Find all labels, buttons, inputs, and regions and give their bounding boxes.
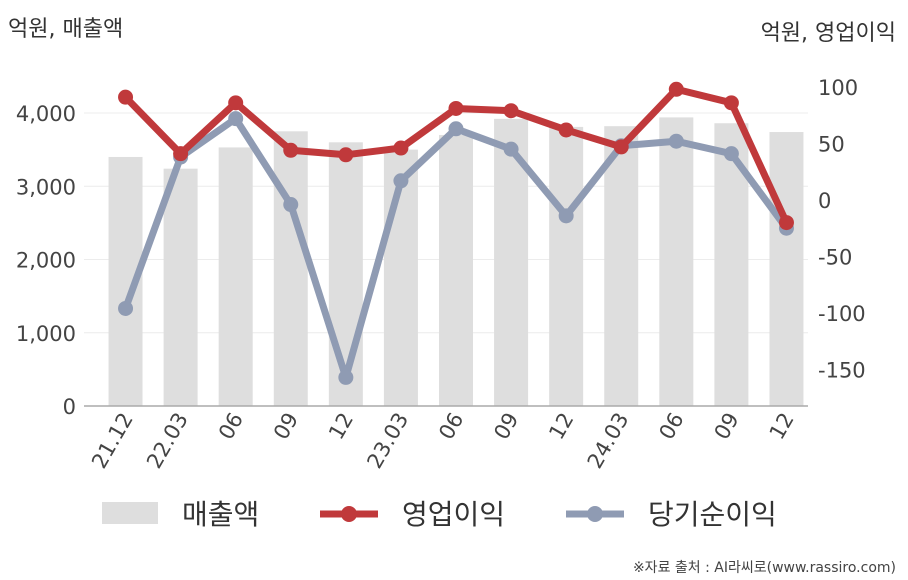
legend-marker-operating-profit — [341, 506, 357, 522]
legend: 매출액 영업이익 당기순이익 — [102, 498, 777, 531]
legend-marker-net-income — [587, 506, 603, 522]
right-tick-label: 100 — [818, 76, 858, 100]
legend-label-revenue: 매출액 — [182, 498, 259, 531]
left-tick-label: 2,000 — [16, 249, 76, 273]
x-tick-label: 06 — [654, 409, 688, 444]
right-axis-ticks: -150 -100 -50 0 50 100 — [818, 76, 866, 383]
bar-revenue — [328, 142, 363, 407]
x-tick-label: 09 — [269, 409, 303, 444]
point-operating-profit — [723, 95, 739, 111]
x-tick-label: 06 — [434, 409, 468, 444]
point-operating-profit — [338, 147, 354, 163]
point-operating-profit — [448, 100, 464, 116]
left-tick-label: 0 — [63, 395, 76, 419]
x-tick-label: 12 — [324, 409, 358, 444]
point-net-income — [393, 173, 409, 189]
x-tick-label: 06 — [214, 409, 248, 444]
left-axis-title: 억원, 매출액 — [8, 17, 123, 42]
point-operating-profit — [173, 146, 189, 162]
point-operating-profit — [393, 140, 409, 156]
point-net-income — [283, 197, 299, 213]
legend-label-net-income: 당기순이익 — [648, 498, 777, 531]
point-net-income — [723, 146, 739, 162]
legend-label-operating-profit: 영업이익 — [402, 498, 505, 531]
point-net-income — [448, 121, 464, 137]
bar-revenue — [218, 147, 253, 407]
left-axis-ticks: 0 1,000 2,000 3,000 4,000 — [16, 102, 76, 419]
bar-revenue — [659, 117, 694, 407]
point-operating-profit — [228, 95, 244, 111]
point-net-income — [668, 133, 684, 149]
point-net-income — [228, 111, 244, 127]
bar-revenue — [769, 132, 804, 407]
x-tick-label: 23.03 — [362, 409, 413, 473]
point-net-income — [558, 208, 574, 224]
point-operating-profit — [118, 89, 134, 105]
x-tick-label: 22.03 — [142, 409, 193, 473]
point-operating-profit — [668, 81, 684, 97]
right-tick-label: 50 — [818, 133, 845, 157]
profit-lines — [118, 81, 794, 385]
bar-revenue — [604, 126, 639, 406]
point-operating-profit — [778, 215, 794, 231]
bar-revenue — [163, 168, 198, 406]
point-operating-profit — [558, 122, 574, 138]
bar-revenue — [439, 134, 473, 406]
x-axis-ticks: 21.12 22.03 06 09 12 23.03 06 09 12 24.03 06 09 12 — [87, 409, 799, 473]
source-note: ※자료 출처 : AI라씨로(www.rassiro.com) — [633, 560, 896, 576]
right-tick-label: -150 — [818, 359, 866, 383]
bar-revenue — [273, 131, 308, 406]
point-net-income — [503, 141, 519, 157]
legend-swatch-revenue — [102, 502, 158, 524]
x-tick-label: 09 — [489, 409, 523, 444]
x-tick-label: 12 — [544, 409, 578, 444]
x-tick-label: 12 — [765, 409, 799, 444]
point-operating-profit — [283, 142, 299, 158]
x-tick-label: 09 — [710, 409, 744, 444]
left-tick-label: 1,000 — [16, 322, 76, 346]
left-tick-label: 3,000 — [16, 175, 76, 199]
x-tick-label: 24.03 — [583, 409, 634, 473]
bar-revenue — [549, 126, 584, 406]
right-tick-label: -50 — [818, 246, 852, 270]
point-operating-profit — [613, 139, 629, 155]
right-axis-title: 억원, 영업이익 — [761, 21, 896, 46]
point-net-income — [118, 300, 134, 316]
point-operating-profit — [503, 103, 519, 119]
left-tick-label: 4,000 — [16, 102, 76, 126]
x-tick-label: 21.12 — [87, 409, 138, 473]
revenue-bars — [108, 117, 804, 407]
right-tick-label: -100 — [818, 302, 866, 326]
right-tick-label: 0 — [818, 189, 831, 213]
point-net-income — [338, 369, 354, 385]
